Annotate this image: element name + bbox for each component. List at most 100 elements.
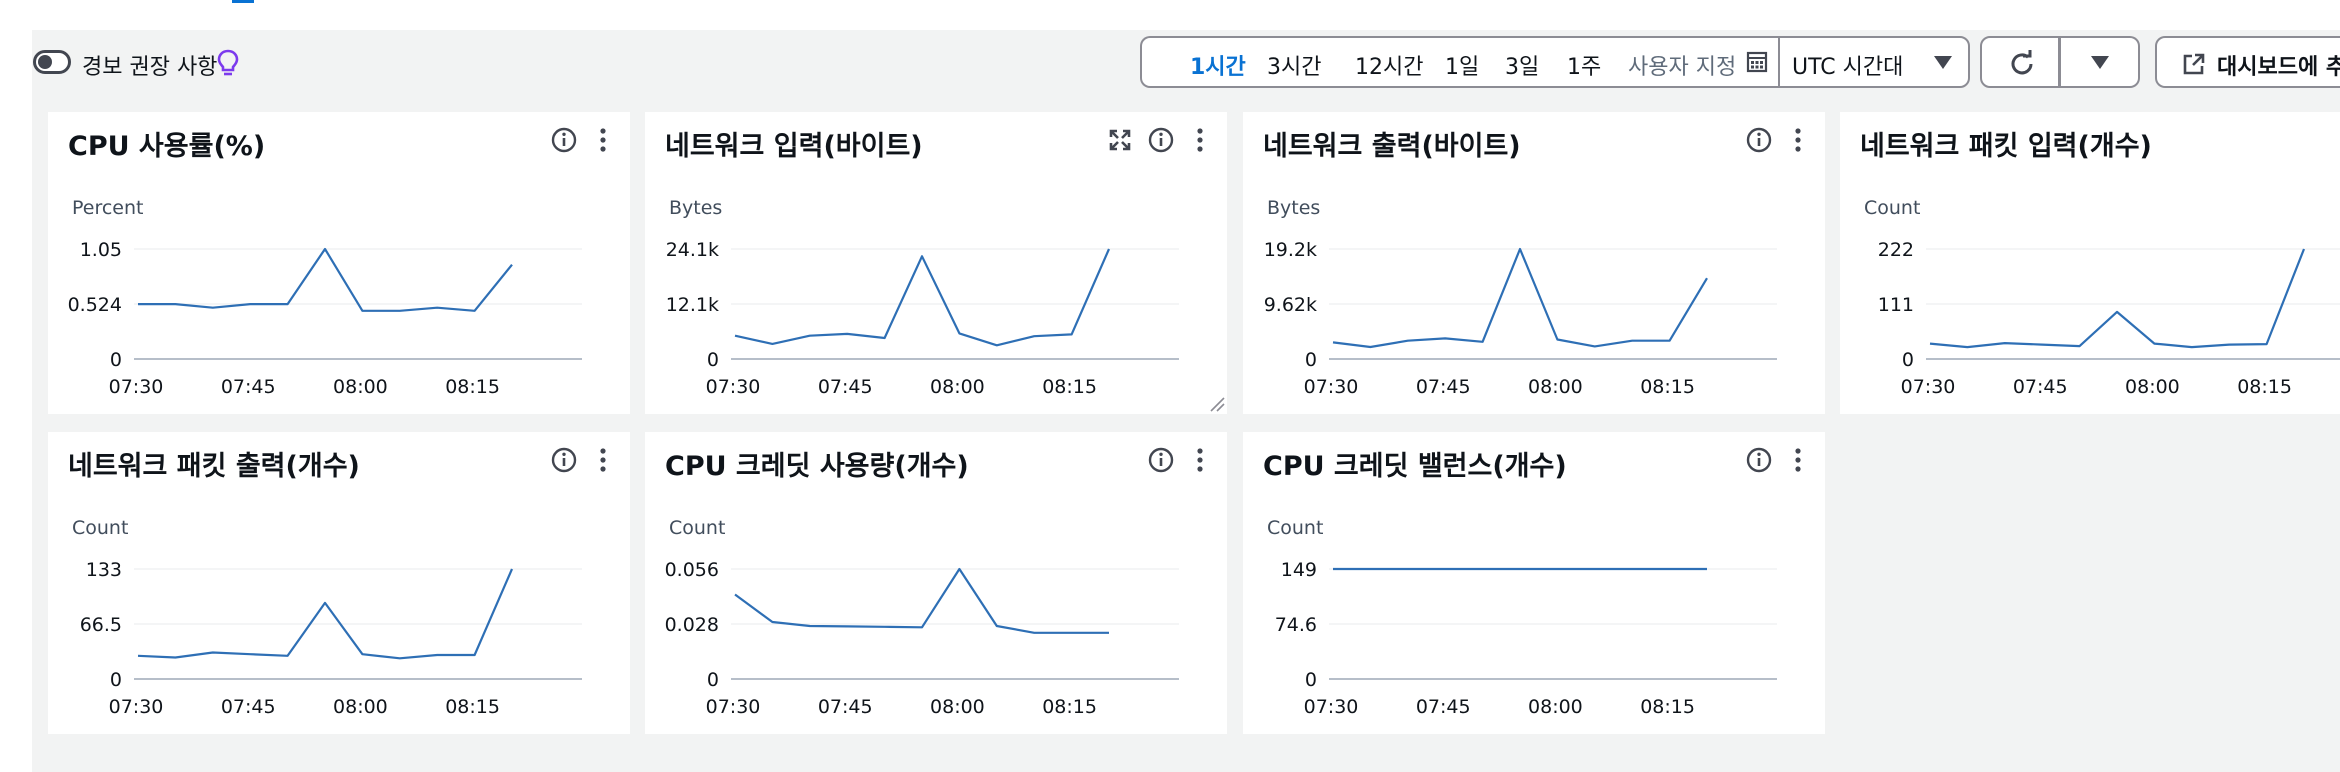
y-tick-label: 0.056 bbox=[665, 559, 719, 581]
expand-icon[interactable] bbox=[1108, 128, 1132, 152]
x-tick-label: 07:30 bbox=[1304, 696, 1359, 718]
refresh-icon bbox=[2011, 50, 2033, 75]
info-icon[interactable] bbox=[551, 127, 577, 153]
range-12h[interactable]: 12시간 bbox=[1355, 55, 1424, 80]
more-vertical-icon[interactable] bbox=[1195, 127, 1205, 153]
y-tick-label: 222 bbox=[1878, 239, 1914, 261]
series-line bbox=[1929, 248, 2306, 349]
metric-widget: Bytes 24.1k 12.1k 0 07:30 07:45 08:00 08:15 네트워크… bbox=[645, 112, 1227, 414]
caret-down-icon bbox=[1934, 56, 1952, 69]
y-axis-label: Count bbox=[1864, 197, 1920, 219]
info-icon[interactable] bbox=[1148, 447, 1174, 473]
series-line bbox=[137, 568, 514, 660]
x-tick-label: 08:00 bbox=[1528, 376, 1583, 398]
y-tick-label: 0 bbox=[707, 349, 719, 371]
series-line bbox=[138, 247, 513, 312]
x-tick-label: 07:30 bbox=[706, 376, 761, 398]
y-axis-label: Count bbox=[669, 517, 725, 539]
y-tick-label: 9.62k bbox=[1264, 294, 1317, 316]
y-tick-label: 74.6 bbox=[1275, 614, 1317, 636]
toggle-knob bbox=[38, 55, 52, 69]
x-tick-label: 07:45 bbox=[1416, 696, 1471, 718]
time-range-selector: 1시간 3시간 12시간 1일 3일 1주 사용자 지정 bbox=[1140, 36, 1780, 88]
widget-title: CPU 사용률(%) bbox=[68, 131, 266, 162]
x-tick-label: 08:00 bbox=[333, 376, 388, 398]
y-axis-label: Percent bbox=[72, 197, 144, 219]
line-chart: Count 222 111 0 07:30 07:45 08:00 08:15 bbox=[1864, 197, 2340, 398]
y-tick-label: 149 bbox=[1281, 559, 1317, 581]
y-tick-label: 0 bbox=[1305, 669, 1317, 691]
x-tick-label: 08:00 bbox=[1528, 696, 1583, 718]
range-1d[interactable]: 1일 bbox=[1445, 55, 1480, 80]
more-vertical-icon[interactable] bbox=[1195, 447, 1205, 473]
widget-title: 네트워크 패킷 출력(개수) bbox=[68, 451, 360, 482]
x-tick-label: 08:00 bbox=[930, 696, 985, 718]
more-vertical-icon[interactable] bbox=[1793, 127, 1803, 153]
line-chart: Count 0.056 0.028 0 07:30 07:45 08:00 08:15 bbox=[665, 517, 1179, 718]
x-tick-label: 07:45 bbox=[1416, 376, 1471, 398]
y-tick-label: 0 bbox=[1902, 349, 1914, 371]
timezone-label: UTC 시간대 bbox=[1792, 55, 1904, 80]
x-tick-label: 08:00 bbox=[333, 696, 388, 718]
x-tick-label: 08:15 bbox=[2237, 376, 2292, 398]
metric-widget: Count 0.056 0.028 0 07:30 07:45 08:00 08:15 CPU … bbox=[645, 432, 1227, 734]
alarm-recommendation-label: 경보 권장 사항 bbox=[82, 55, 218, 80]
y-tick-label: 133 bbox=[86, 559, 122, 581]
y-tick-label: 0 bbox=[110, 669, 122, 691]
alarm-recommendation-toggle[interactable] bbox=[33, 50, 71, 74]
range-3h[interactable]: 3시간 bbox=[1267, 55, 1322, 80]
more-vertical-icon[interactable] bbox=[1793, 447, 1803, 473]
x-tick-label: 07:45 bbox=[221, 696, 276, 718]
y-tick-label: 0 bbox=[110, 349, 122, 371]
info-icon[interactable] bbox=[551, 447, 577, 473]
widget-title: 네트워크 입력(바이트) bbox=[665, 131, 923, 162]
x-tick-label: 07:30 bbox=[1304, 376, 1359, 398]
x-tick-label: 08:00 bbox=[930, 376, 985, 398]
range-1h[interactable]: 1시간 bbox=[1190, 55, 1246, 80]
range-3d[interactable]: 3일 bbox=[1505, 55, 1540, 80]
series-line bbox=[734, 567, 1109, 634]
y-tick-label: 24.1k bbox=[666, 239, 719, 261]
timezone-select[interactable]: UTC 시간대 bbox=[1778, 36, 1970, 88]
cut-off-link[interactable] bbox=[232, 0, 254, 3]
widget-title: CPU 크레딧 사용량(개수) bbox=[665, 451, 969, 482]
x-tick-label: 07:45 bbox=[221, 376, 276, 398]
more-vertical-icon[interactable] bbox=[598, 447, 608, 473]
lightbulb-icon bbox=[216, 48, 240, 78]
y-tick-label: 0 bbox=[1305, 349, 1317, 371]
info-icon[interactable] bbox=[1746, 127, 1772, 153]
y-tick-label: 12.1k bbox=[666, 294, 719, 316]
y-tick-label: 0.524 bbox=[68, 294, 122, 316]
info-icon[interactable] bbox=[1746, 447, 1772, 473]
add-to-dashboard-label: 대시보드에 추 bbox=[2217, 55, 2340, 80]
metric-widget: Count 133 66.5 0 07:30 07:45 08:00 08:15 네트워크 패킷… bbox=[48, 432, 630, 734]
y-axis-label: Bytes bbox=[1267, 197, 1320, 219]
x-tick-label: 07:30 bbox=[109, 376, 164, 398]
external-link-icon bbox=[2183, 53, 2205, 75]
line-chart: Count 149 74.6 0 07:30 07:45 08:00 08:15 bbox=[1267, 517, 1777, 718]
resize-handle[interactable] bbox=[1209, 396, 1225, 412]
widget-title: 네트워크 패킷 입력(개수) bbox=[1860, 131, 2152, 162]
refresh-options-dropdown[interactable] bbox=[2060, 36, 2140, 88]
refresh-button[interactable] bbox=[1980, 36, 2060, 88]
y-tick-label: 0 bbox=[707, 669, 719, 691]
range-custom[interactable]: 사용자 지정 bbox=[1628, 55, 1737, 80]
y-axis-label: Count bbox=[1267, 517, 1323, 539]
x-tick-label: 07:30 bbox=[706, 696, 761, 718]
line-chart: Bytes 19.2k 9.62k 0 07:30 07:45 08:00 08:15 bbox=[1264, 197, 1777, 398]
range-1w[interactable]: 1주 bbox=[1567, 55, 1602, 80]
y-tick-label: 111 bbox=[1878, 294, 1914, 316]
y-tick-label: 66.5 bbox=[80, 614, 122, 636]
x-tick-label: 08:15 bbox=[1640, 376, 1695, 398]
x-tick-label: 07:30 bbox=[109, 696, 164, 718]
x-tick-label: 07:45 bbox=[818, 696, 873, 718]
y-tick-label: 1.05 bbox=[80, 239, 122, 261]
y-tick-label: 19.2k bbox=[1264, 239, 1317, 261]
calendar-icon[interactable] bbox=[1746, 51, 1768, 73]
add-to-dashboard-button[interactable]: 대시보드에 추 bbox=[2155, 36, 2340, 88]
info-icon[interactable] bbox=[1148, 127, 1174, 153]
more-vertical-icon[interactable] bbox=[598, 127, 608, 153]
x-tick-label: 08:15 bbox=[1042, 696, 1097, 718]
x-tick-label: 08:15 bbox=[445, 696, 500, 718]
line-chart: Percent 1.05 0.524 0 07:30 07:45 08:00 08:15 bbox=[68, 197, 582, 398]
